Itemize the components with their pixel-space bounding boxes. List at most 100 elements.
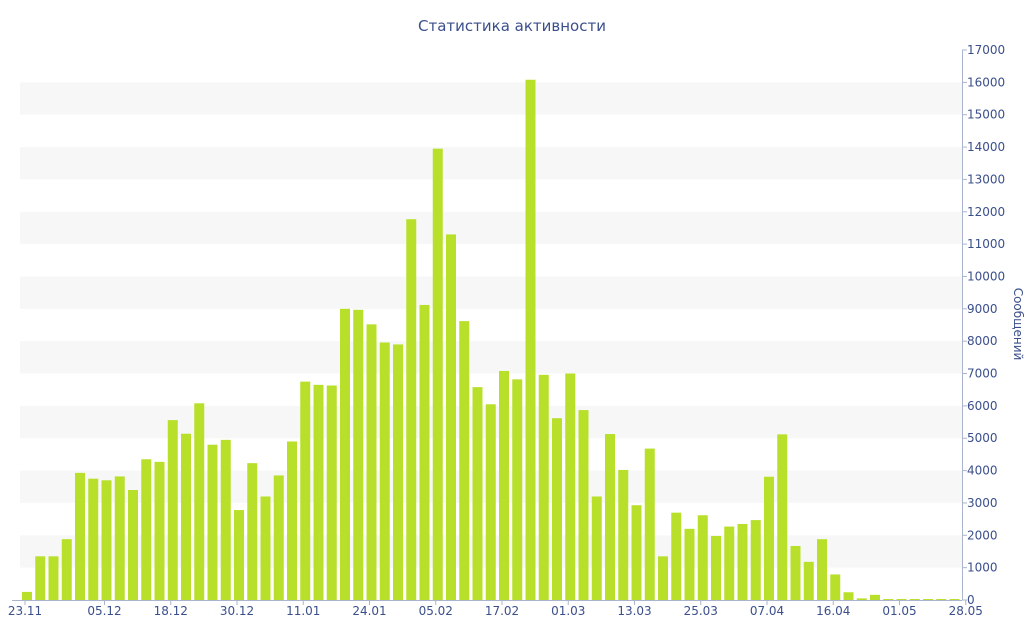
bar [949,599,960,600]
y-tick-label: 14000 [967,140,1005,154]
bar [697,515,708,600]
y-tick-label: 11000 [967,237,1005,251]
bar [48,556,59,600]
bar [830,574,841,600]
bar [446,234,456,600]
bar [671,512,682,600]
bar [128,490,138,600]
bar [194,403,205,600]
bar [856,598,867,600]
bar [366,324,377,600]
bar [432,148,443,600]
bar [936,599,947,600]
bar [419,304,430,600]
y-tick-label: 17000 [967,43,1005,57]
bar [923,599,933,600]
y-tick-label: 13000 [967,172,1005,186]
y-axis-label: Сообщений [1011,288,1024,361]
bar [711,535,721,600]
bar [737,523,748,600]
bar [273,475,284,600]
bar [300,381,311,600]
bar [406,219,417,600]
y-tick-label: 1000 [967,561,998,575]
y-tick-label: 16000 [967,75,1005,89]
bar [512,379,523,600]
background-bands [20,82,962,568]
bar [393,344,403,600]
bar [896,599,907,600]
y-tick-label: 15000 [967,108,1005,122]
bar [88,478,99,600]
bar [326,385,337,600]
x-tick-label: 17.02 [485,604,519,618]
bar [790,545,801,600]
bar [485,404,496,600]
y-tick-label: 4000 [967,464,998,478]
bar [114,476,125,600]
bar [167,420,178,600]
bar [35,556,46,600]
y-tick-label: 10000 [967,269,1005,283]
x-tick-label: 01.05 [882,604,916,618]
y-tick-label: 5000 [967,431,998,445]
bar [565,373,576,600]
bar [525,79,536,600]
bar [909,599,920,600]
bar [247,463,258,600]
bar [684,528,695,600]
bar [552,418,562,600]
bar [220,439,231,600]
x-tick-label: 16.04 [816,604,850,618]
bar [459,321,470,600]
bar [75,472,85,600]
bar [234,510,244,600]
bar [499,370,509,600]
bar [764,476,774,600]
bar [817,539,827,600]
bar [22,591,32,600]
bar [313,384,324,600]
x-tick-label: 01.03 [551,604,585,618]
bar [870,594,880,600]
x-tick-label: 05.02 [419,604,453,618]
x-tick-label: 18.12 [154,604,188,618]
bar [724,526,735,600]
bar [750,520,761,600]
bar [538,374,549,600]
bar [883,599,894,600]
x-tick-label: 25.03 [684,604,718,618]
bar [154,461,165,600]
x-tick-label: 28.05 [949,604,983,618]
x-tick-label: 05.12 [87,604,121,618]
x-tick-label: 30.12 [220,604,254,618]
bar [181,433,191,600]
grid-band [20,211,962,245]
x-tick-label: 13.03 [617,604,651,618]
y-tick-label: 8000 [967,334,998,348]
bars-group [22,79,960,600]
bar [605,434,615,600]
bar [141,459,152,600]
y-tick-label: 0 [967,593,975,607]
bar [591,496,602,600]
bar [777,434,788,600]
y-tick-label: 9000 [967,302,998,316]
grid-band [20,341,962,374]
y-tick-label: 3000 [967,496,998,510]
bar [287,441,297,600]
bar [644,448,655,600]
bar [618,469,629,600]
x-tick-label: 07.04 [750,604,784,618]
chart-title: Статистика активности [418,17,606,35]
bar [353,309,364,600]
bar [260,496,271,600]
x-tick-label: 11.01 [286,604,320,618]
bar [843,592,854,600]
x-axis: 23.11 05.12 18.12 30.12 11.01 24.01 05.02 17.02… [8,600,983,618]
bar [61,539,72,600]
y-tick-label: 6000 [967,399,998,413]
bar [340,308,350,600]
bar [658,556,668,600]
